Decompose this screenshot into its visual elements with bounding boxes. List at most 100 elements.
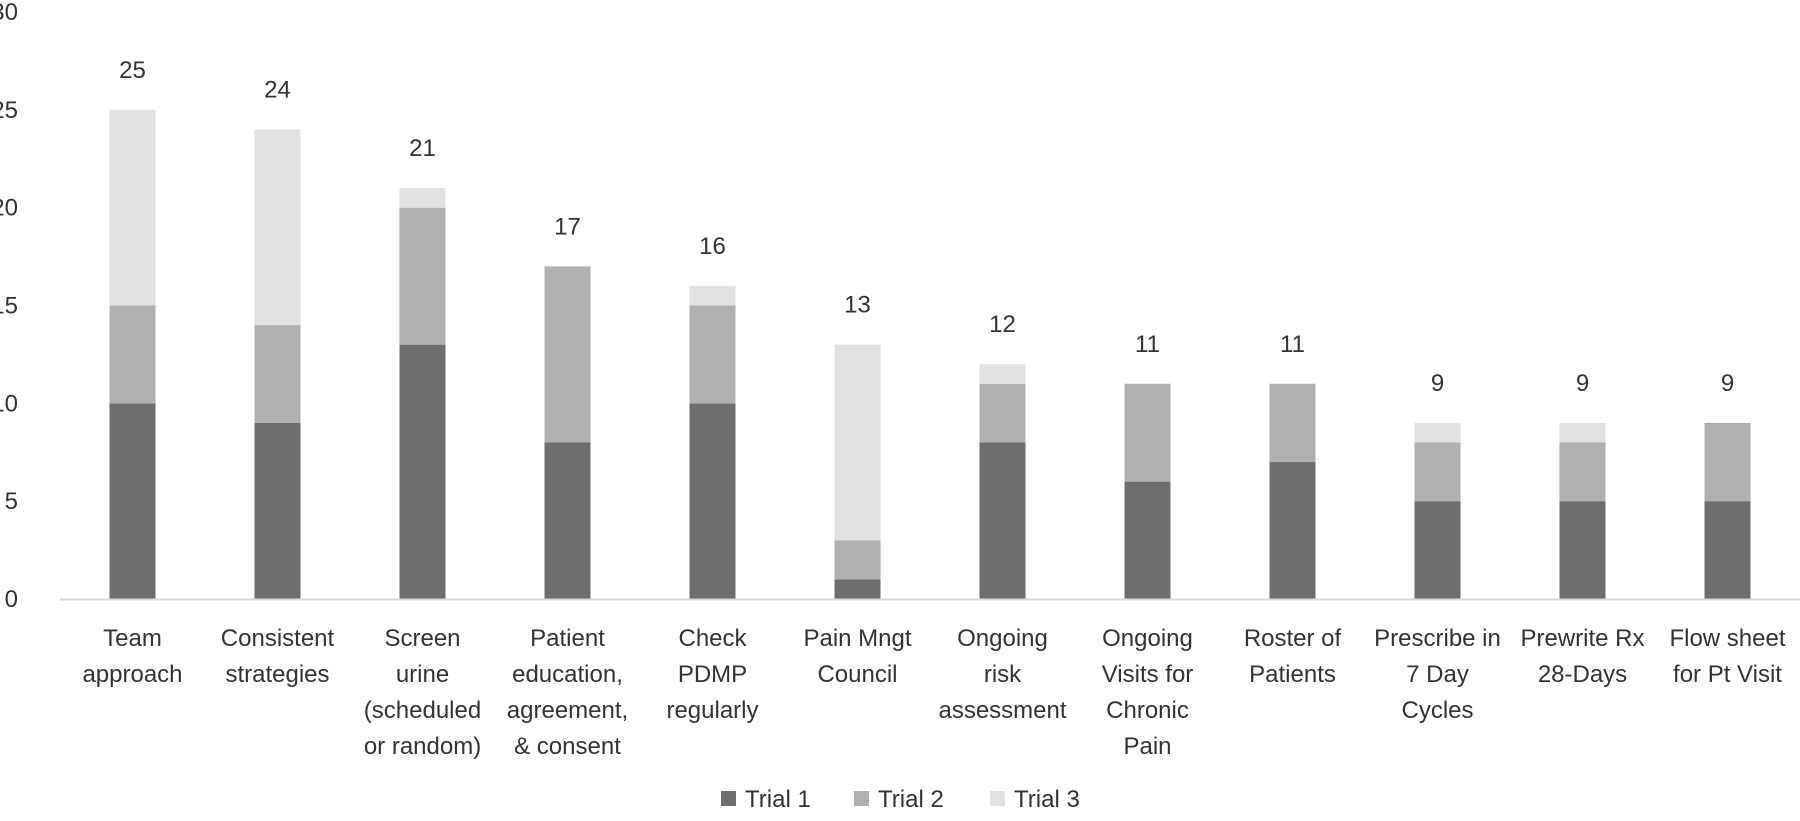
x-tick-label-line: (scheduled (364, 697, 481, 724)
legend-item-trial-1: Trial 1 (721, 786, 811, 813)
bar-segment-trial-2 (1124, 383, 1171, 482)
bar-segment-trial-2 (1559, 442, 1606, 502)
x-tick-label-line: & consent (514, 733, 621, 760)
x-tick-label-line: agreement, (507, 697, 628, 724)
x-tick-label: Ongoing Visits for Chronic Pain (1102, 625, 1194, 760)
x-tick-label: Team approach (82, 625, 182, 688)
total-label: 21 (409, 135, 436, 162)
x-tick-label-line: regularly (666, 697, 758, 724)
x-tick-label-line: for Pt Visit (1673, 661, 1782, 688)
x-tick-label-line: education, (512, 661, 623, 688)
x-tick-label-line: Consistent (221, 625, 335, 652)
x-tick-label-line: Team (103, 625, 162, 652)
y-tick-label: 15 (0, 293, 18, 320)
x-tick-label: Prescribe in 7 Day Cycles (1374, 625, 1501, 724)
bar-segment-trial-1 (544, 442, 591, 599)
x-tick-label-line: Check (678, 625, 747, 652)
x-tick-label-line: Roster of (1244, 625, 1342, 652)
x-tick-label-line: urine (396, 661, 449, 688)
x-tick-label-line: approach (82, 661, 182, 688)
legend-item-trial-2: Trial 2 (854, 786, 944, 813)
legend-swatch (854, 791, 869, 806)
bar-segment-trial-2 (689, 305, 736, 404)
y-tick-label: 5 (5, 488, 18, 515)
x-axis-labels: Team approach Consistent strategies Screen ur… (82, 625, 1785, 760)
bar-segment-trial-3 (1414, 422, 1461, 443)
x-tick-label-line: Chronic (1106, 697, 1189, 724)
x-tick-label-line: Cycles (1401, 697, 1473, 724)
bar-segment-trial-2 (1414, 442, 1461, 502)
x-tick-label: Screen urine (scheduled or random) (364, 625, 481, 760)
y-tick-label: 0 (5, 586, 18, 613)
bar-segment-trial-1 (1414, 501, 1461, 599)
bar-segment-trial-2 (254, 325, 301, 423)
x-tick-label-line: Pain Mngt (803, 625, 911, 652)
total-label: 16 (699, 233, 726, 260)
total-label: 9 (1576, 370, 1589, 397)
legend-label: Trial 1 (745, 786, 811, 813)
x-tick-label-line: Council (817, 661, 897, 688)
total-label: 9 (1721, 370, 1734, 397)
bar-segment-trial-3 (254, 129, 301, 326)
bar-segment-trial-3 (399, 188, 446, 208)
total-label: 24 (264, 76, 291, 103)
x-tick-label-line: Screen (384, 625, 460, 652)
total-label: 13 (844, 292, 871, 319)
total-label: 17 (554, 213, 581, 240)
total-label: 12 (989, 311, 1016, 338)
total-label: 25 (119, 57, 146, 84)
x-tick-label-line: strategies (225, 661, 329, 688)
x-tick-label: Check PDMP regularly (666, 625, 758, 724)
bar-segment-trial-2 (544, 266, 591, 443)
x-tick-label: Pain Mngt Council (803, 625, 911, 688)
bar-segment-trial-1 (979, 442, 1026, 599)
bar-segment-trial-1 (1269, 462, 1316, 599)
x-tick-label-line: 7 Day (1406, 661, 1469, 688)
legend-label: Trial 2 (878, 786, 944, 813)
x-tick-label-line: Flow sheet (1669, 625, 1785, 652)
bar-segment-trial-2 (109, 305, 156, 404)
legend-label: Trial 3 (1014, 786, 1080, 813)
x-tick-label: Flow sheet for Pt Visit (1669, 625, 1785, 688)
x-tick-label-line: Visits for (1102, 661, 1194, 688)
x-tick-label-line: Patient (530, 625, 605, 652)
x-tick-label-line: PDMP (678, 661, 747, 688)
bars (109, 109, 1751, 599)
bar-segment-trial-1 (689, 403, 736, 599)
x-tick-label: Roster of Patients (1244, 625, 1342, 688)
x-tick-label-line: Prescribe in (1374, 625, 1501, 652)
x-tick-label-line: or random) (364, 733, 481, 760)
bar-segment-trial-2 (399, 207, 446, 345)
y-tick-label: 25 (0, 97, 18, 124)
x-tick-label: Consistent strategies (221, 625, 335, 688)
bar-segment-trial-2 (1269, 383, 1316, 463)
total-labels: 25 24 21 17 16 13 12 11 11 9 9 9 (119, 57, 1734, 397)
x-tick-label-line: Patients (1249, 661, 1336, 688)
x-tick-label-line: Ongoing (1102, 625, 1193, 652)
x-tick-label-line: risk (984, 661, 1022, 688)
x-tick-label-line: Ongoing (957, 625, 1048, 652)
x-tick-label: Patient education, agreement, & consent (507, 625, 628, 760)
legend-swatch (721, 791, 736, 806)
x-tick-label-line: Pain (1123, 733, 1171, 760)
bar-segment-trial-3 (1559, 422, 1606, 443)
x-tick-label-line: assessment (938, 697, 1066, 724)
legend: Trial 1 Trial 2 Trial 3 (721, 786, 1080, 813)
x-tick-label-line: 28-Days (1538, 661, 1627, 688)
x-tick-label-line: Prewrite Rx (1520, 625, 1644, 652)
bar-segment-trial-3 (979, 364, 1026, 384)
y-tick-label: 10 (0, 390, 18, 417)
x-tick-label: Prewrite Rx 28-Days (1520, 625, 1644, 688)
bar-segment-trial-1 (254, 422, 301, 599)
bar-segment-trial-3 (834, 344, 881, 541)
bar-segment-trial-2 (979, 383, 1026, 443)
bar-segment-trial-3 (689, 285, 736, 306)
total-label: 11 (1280, 331, 1305, 358)
y-tick-label: 30 (0, 0, 18, 26)
bar-segment-trial-1 (834, 579, 881, 599)
total-label: 11 (1135, 331, 1160, 358)
x-tick-label: Ongoing risk assessment (938, 625, 1066, 724)
legend-item-trial-3: Trial 3 (990, 786, 1080, 813)
bar-segment-trial-1 (109, 403, 156, 599)
